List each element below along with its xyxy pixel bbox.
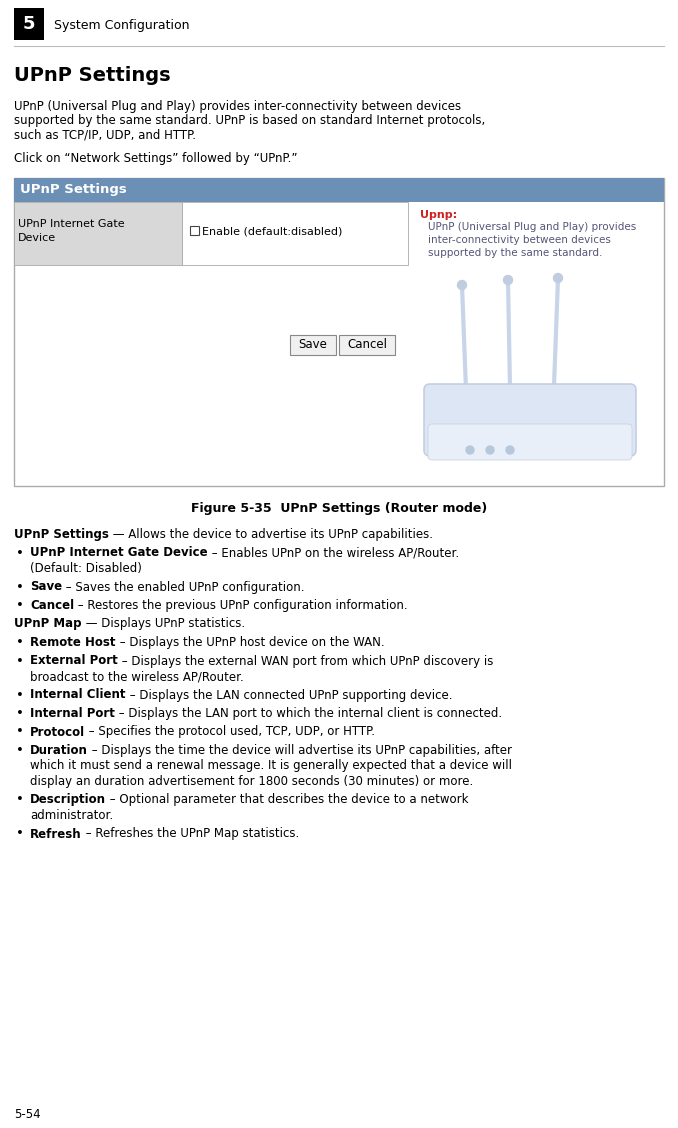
Text: Description: Description <box>30 793 106 807</box>
Text: (Default: Disabled): (Default: Disabled) <box>30 562 142 575</box>
Text: — Allows the device to advertise its UPnP capabilities.: — Allows the device to advertise its UPn… <box>109 528 433 541</box>
Text: which it must send a renewal message. It is generally expected that a device wil: which it must send a renewal message. It… <box>30 759 512 773</box>
Bar <box>190 226 199 235</box>
Bar <box>14 8 44 39</box>
Text: Upnp:: Upnp: <box>420 210 457 220</box>
Text: — Displays UPnP statistics.: — Displays UPnP statistics. <box>81 617 245 631</box>
Text: System Configuration: System Configuration <box>54 19 189 33</box>
Text: Protocol: Protocol <box>30 725 85 739</box>
Bar <box>182 202 408 265</box>
Text: – Displays the external WAN port from which UPnP discovery is: – Displays the external WAN port from wh… <box>118 654 493 668</box>
Text: Internal Client: Internal Client <box>30 688 125 702</box>
Text: Click on “Network Settings” followed by “UPnP.”: Click on “Network Settings” followed by … <box>14 152 298 165</box>
FancyBboxPatch shape <box>424 384 636 456</box>
Text: – Optional parameter that describes the device to a network: – Optional parameter that describes the … <box>106 793 468 807</box>
Text: Device: Device <box>18 233 56 243</box>
Text: Duration: Duration <box>30 744 88 757</box>
Bar <box>14 178 664 486</box>
Text: supported by the same standard. UPnP is based on standard Internet protocols,: supported by the same standard. UPnP is … <box>14 114 485 127</box>
Bar <box>14 178 664 202</box>
Circle shape <box>504 275 513 284</box>
Text: Cancel: Cancel <box>30 599 74 613</box>
Circle shape <box>458 281 466 290</box>
Text: UPnP Settings: UPnP Settings <box>14 528 109 541</box>
FancyBboxPatch shape <box>339 335 395 355</box>
Text: Refresh: Refresh <box>30 828 81 840</box>
Text: – Saves the enabled UPnP configuration.: – Saves the enabled UPnP configuration. <box>62 581 304 593</box>
Text: – Displays the LAN port to which the internal client is connected.: – Displays the LAN port to which the int… <box>115 707 502 720</box>
Text: UPnP Settings: UPnP Settings <box>20 184 127 196</box>
Text: External Port: External Port <box>30 654 118 668</box>
Text: UPnP (Universal Plug and Play) provides inter-connectivity between devices: UPnP (Universal Plug and Play) provides … <box>14 100 461 113</box>
Text: administrator.: administrator. <box>30 809 113 822</box>
Text: – Specifies the protocol used, TCP, UDP, or HTTP.: – Specifies the protocol used, TCP, UDP,… <box>85 725 375 739</box>
Text: •: • <box>16 599 24 613</box>
Text: •: • <box>16 744 24 757</box>
Text: UPnP (Universal Plug and Play) provides: UPnP (Universal Plug and Play) provides <box>428 222 636 232</box>
Text: Internal Port: Internal Port <box>30 707 115 720</box>
Text: broadcast to the wireless AP/Router.: broadcast to the wireless AP/Router. <box>30 670 244 682</box>
Text: •: • <box>16 707 24 720</box>
Text: •: • <box>16 793 24 807</box>
Text: display an duration advertisement for 1800 seconds (30 minutes) or more.: display an duration advertisement for 18… <box>30 775 473 788</box>
Text: •: • <box>16 636 24 649</box>
Text: •: • <box>16 546 24 559</box>
Text: – Refreshes the UPnP Map statistics.: – Refreshes the UPnP Map statistics. <box>81 828 299 840</box>
Text: Enable (default:disabled): Enable (default:disabled) <box>202 226 342 236</box>
Text: UPnP Map: UPnP Map <box>14 617 81 631</box>
Text: •: • <box>16 654 24 668</box>
Text: Save: Save <box>298 338 327 352</box>
Text: – Displays the UPnP host device on the WAN.: – Displays the UPnP host device on the W… <box>115 636 384 649</box>
Text: UPnP Internet Gate: UPnP Internet Gate <box>18 219 125 229</box>
Text: Save: Save <box>30 581 62 593</box>
Bar <box>14 202 182 265</box>
FancyBboxPatch shape <box>290 335 336 355</box>
Text: 5-54: 5-54 <box>14 1108 41 1121</box>
Circle shape <box>506 446 514 453</box>
Text: •: • <box>16 581 24 593</box>
Circle shape <box>553 273 563 282</box>
Circle shape <box>466 446 474 453</box>
Text: Cancel: Cancel <box>347 338 387 352</box>
Text: UPnP Internet Gate Device: UPnP Internet Gate Device <box>30 546 207 559</box>
Text: •: • <box>16 828 24 840</box>
Text: supported by the same standard.: supported by the same standard. <box>428 248 602 258</box>
Text: – Enables UPnP on the wireless AP/Router.: – Enables UPnP on the wireless AP/Router… <box>207 546 459 559</box>
Text: UPnP Settings: UPnP Settings <box>14 67 171 85</box>
Text: 5: 5 <box>23 15 35 33</box>
Text: such as TCP/IP, UDP, and HTTP.: such as TCP/IP, UDP, and HTTP. <box>14 127 196 141</box>
Text: inter-connectivity between devices: inter-connectivity between devices <box>428 235 611 245</box>
Text: – Displays the LAN connected UPnP supporting device.: – Displays the LAN connected UPnP suppor… <box>125 688 452 702</box>
Text: – Restores the previous UPnP configuration information.: – Restores the previous UPnP configurati… <box>74 599 407 613</box>
Text: •: • <box>16 725 24 739</box>
Circle shape <box>486 446 494 453</box>
FancyBboxPatch shape <box>428 424 632 460</box>
Text: •: • <box>16 688 24 702</box>
Text: Figure 5-35  UPnP Settings (Router mode): Figure 5-35 UPnP Settings (Router mode) <box>191 502 487 515</box>
Text: – Displays the time the device will advertise its UPnP capabilities, after: – Displays the time the device will adve… <box>88 744 512 757</box>
Text: Remote Host: Remote Host <box>30 636 115 649</box>
